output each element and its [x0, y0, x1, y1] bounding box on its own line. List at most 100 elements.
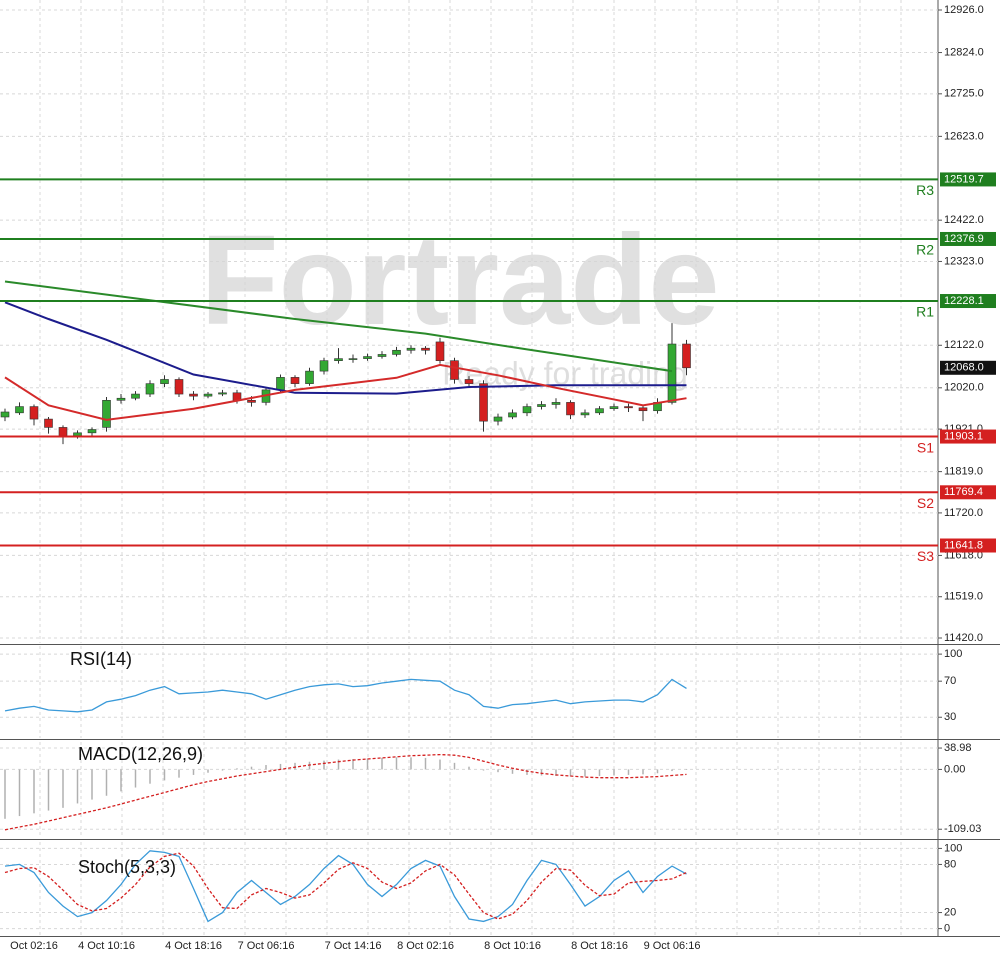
candle-body — [406, 347, 416, 351]
series-line — [4, 280, 673, 373]
candle-body — [493, 416, 503, 422]
candle-body — [421, 347, 430, 351]
candle-body — [44, 418, 53, 428]
series-line — [4, 301, 687, 395]
candle-body — [609, 406, 619, 409]
series-line — [4, 363, 687, 421]
candle-body — [377, 354, 387, 357]
level-box — [940, 429, 996, 444]
candle-body — [682, 343, 691, 369]
y-tick-label: 11819.0 — [944, 466, 983, 478]
x-tick-label: 9 Oct 06:16 — [644, 940, 701, 952]
level-name: S3 — [917, 548, 934, 564]
candle-body — [522, 406, 532, 414]
candle-body — [116, 397, 126, 401]
level-name: R2 — [916, 242, 934, 258]
level-box — [940, 172, 996, 187]
candle-body — [479, 383, 488, 422]
candle-body — [102, 400, 111, 428]
series-line — [4, 852, 687, 920]
candle-body — [392, 349, 401, 355]
candle-body — [276, 377, 285, 391]
y-tick-label: 12926.0 — [944, 4, 984, 16]
rsi-title: RSI(14) — [70, 649, 132, 669]
x-tick-label: Oct 02:16 — [10, 940, 58, 952]
candle-body — [348, 358, 358, 360]
level-value: 11641.8 — [944, 539, 983, 551]
candle-body — [58, 427, 68, 437]
level-value: 11769.4 — [944, 486, 983, 498]
x-tick-label: 8 Oct 02:16 — [397, 940, 454, 952]
series-line — [4, 678, 687, 713]
level-value: 11903.1 — [944, 430, 983, 442]
candle-body — [0, 411, 10, 418]
candle-body — [319, 360, 329, 372]
level-name: S2 — [917, 495, 934, 511]
candle-body — [290, 377, 300, 384]
y-tick-label: 12725.0 — [944, 88, 984, 100]
macd-title: MACD(12,26,9) — [78, 744, 203, 764]
y-tick-label: 0.00 — [944, 763, 965, 775]
candle-body — [595, 408, 604, 414]
candle-body — [145, 383, 155, 395]
candle-body — [566, 402, 575, 416]
candle-body — [15, 406, 24, 414]
last-price-label: 12068.0 — [944, 362, 984, 374]
candle-body — [29, 406, 39, 420]
level-name: R3 — [916, 182, 934, 198]
candle-body — [363, 356, 372, 359]
candle-body — [73, 432, 82, 437]
last-price-box — [940, 360, 996, 375]
y-tick-label: 30 — [944, 711, 956, 723]
y-tick-label: 100 — [944, 842, 962, 854]
grid — [0, 0, 1000, 937]
series-line — [4, 850, 687, 923]
candle-body — [305, 370, 314, 384]
candle-body — [218, 392, 227, 395]
x-tick-label: 8 Oct 18:16 — [571, 940, 628, 952]
y-tick-label: 12623.0 — [944, 130, 984, 142]
level-value: 12519.7 — [944, 173, 984, 185]
candle-body — [638, 407, 648, 412]
y-tick-label: 70 — [944, 675, 956, 687]
x-tick-label: 7 Oct 14:16 — [325, 940, 382, 952]
candle-body — [247, 400, 256, 403]
level-box — [940, 538, 996, 553]
watermark-brand: Fortrade — [200, 209, 719, 352]
level-name: S1 — [917, 439, 934, 455]
x-tick-label: 4 Oct 10:16 — [78, 940, 135, 952]
candle-body — [189, 393, 198, 397]
plot — [0, 178, 938, 923]
candle-body — [580, 412, 590, 416]
y-tick-label: 12422.0 — [944, 214, 984, 226]
candle-body — [160, 379, 169, 384]
x-tick-label: 8 Oct 10:16 — [484, 940, 541, 952]
level-value: 12376.9 — [944, 233, 984, 245]
candle-body — [334, 358, 343, 361]
y-tick-label: 20 — [944, 906, 956, 918]
candle-body — [87, 429, 97, 434]
y-tick-label: 12122.0 — [944, 339, 984, 351]
level-name: R1 — [916, 304, 934, 320]
level-value: 12228.1 — [944, 295, 984, 307]
candle-body — [203, 393, 213, 397]
level-box — [940, 294, 996, 309]
candle-body — [174, 379, 184, 395]
candle-body — [464, 379, 474, 384]
x-tick-label: 4 Oct 18:16 — [165, 940, 222, 952]
candle-body — [450, 360, 459, 380]
candle-body — [667, 343, 677, 403]
level-box — [940, 231, 996, 246]
y-tick-label: 12020.0 — [944, 382, 984, 394]
y-tick-label: 11519.0 — [944, 591, 983, 603]
y-tick-label: 12824.0 — [944, 46, 984, 58]
stoch-title: Stoch(5,3,3) — [78, 857, 176, 877]
y-tick-label: 12323.0 — [944, 255, 984, 267]
candle-body — [537, 404, 546, 407]
y-tick-label: 0 — [944, 922, 950, 934]
y-tick-label: 11420.0 — [944, 632, 983, 644]
y-tick-label: 11720.0 — [944, 507, 983, 519]
y-tick-label: 38.98 — [944, 742, 972, 754]
